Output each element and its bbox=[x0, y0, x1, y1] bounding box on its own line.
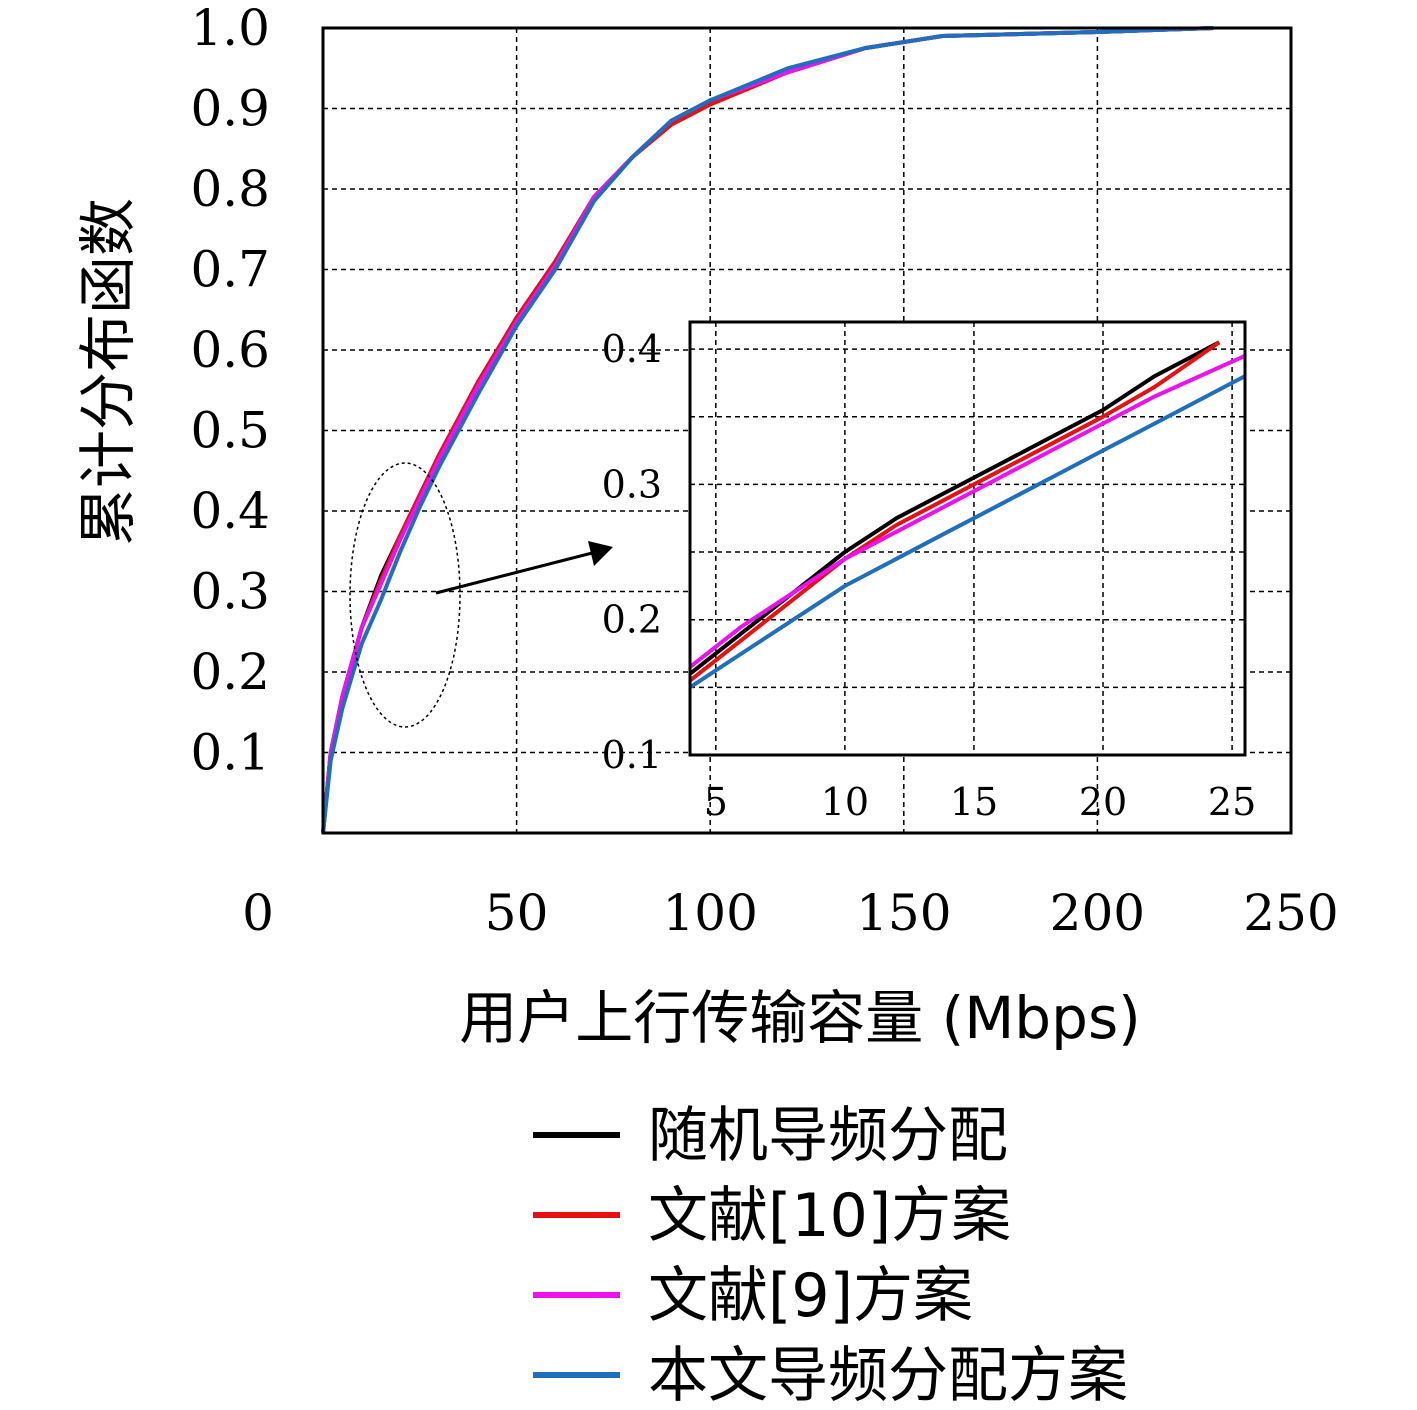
x-tick-label: 250 bbox=[1243, 884, 1338, 942]
inset-y-tick-label: 0.1 bbox=[602, 733, 662, 777]
legend-label: 随机导频分配 bbox=[648, 1101, 1008, 1171]
y-tick-label: 0.8 bbox=[190, 160, 270, 218]
y-tick-label: 0.1 bbox=[190, 724, 270, 782]
x-tick-label: 50 bbox=[485, 884, 549, 942]
legend-label: 文献[10]方案 bbox=[648, 1181, 1011, 1251]
x-tick-label: 0 bbox=[242, 884, 274, 942]
zoom-region-ellipse bbox=[349, 462, 461, 728]
inset-tick-labels: 0.1 0.2 0.3 0.4 5 10 15 20 25 bbox=[602, 327, 1257, 824]
inset-plot-frame bbox=[688, 320, 1247, 757]
legend-label: 文献[9]方案 bbox=[648, 1261, 973, 1331]
main-series-line bbox=[321, 26, 1214, 834]
y-tick-label: 0.6 bbox=[190, 321, 270, 379]
inset-y-tick-label: 0.3 bbox=[602, 462, 662, 506]
inset-x-tick-label: 20 bbox=[1079, 780, 1127, 824]
inset-x-tick-label: 25 bbox=[1208, 780, 1256, 824]
y-tick-label: 0.9 bbox=[190, 80, 270, 138]
y-tick-label: 0.2 bbox=[190, 643, 270, 701]
inset-y-tick-label: 0.4 bbox=[602, 327, 662, 371]
inset-x-tick-label: 15 bbox=[950, 780, 998, 824]
zoom-arrow bbox=[435, 550, 597, 595]
main-series-group bbox=[321, 26, 1214, 834]
inset-series-line bbox=[688, 353, 1246, 669]
x-axis-title: 用户上行传输容量 (Mbps) bbox=[459, 984, 1141, 1052]
inset-y-tick-label: 0.2 bbox=[602, 598, 662, 642]
x-tick-label: 200 bbox=[1050, 884, 1145, 942]
main-tick-labels: 0.1 0.2 0.3 0.4 0.5 0.6 0.7 0.8 0.9 1.0 0 50 100 150 2… bbox=[190, 0, 1338, 942]
y-tick-label: 0.5 bbox=[190, 402, 270, 460]
y-axis-title: 累计分布函数 bbox=[74, 198, 142, 546]
legend-label: 本文导频分配方案 bbox=[648, 1341, 1128, 1410]
main-plot-frame bbox=[321, 26, 1293, 835]
inset-x-tick-label: 5 bbox=[704, 780, 728, 824]
inset-series-line bbox=[688, 340, 1221, 683]
inset-series-group bbox=[688, 340, 1246, 689]
y-tick-label: 0.4 bbox=[190, 482, 270, 540]
zoom-arrow-head bbox=[588, 541, 613, 566]
y-tick-label: 0.3 bbox=[190, 563, 270, 621]
x-tick-label: 150 bbox=[856, 884, 951, 942]
y-tick-label: 0.7 bbox=[190, 241, 270, 299]
inset-x-tick-label: 10 bbox=[821, 780, 869, 824]
y-tick-label: 1.0 bbox=[190, 0, 270, 57]
inset-series-line bbox=[688, 374, 1246, 689]
inset-background bbox=[690, 322, 1245, 755]
x-tick-label: 100 bbox=[662, 884, 757, 942]
inset-grid bbox=[690, 322, 1245, 755]
